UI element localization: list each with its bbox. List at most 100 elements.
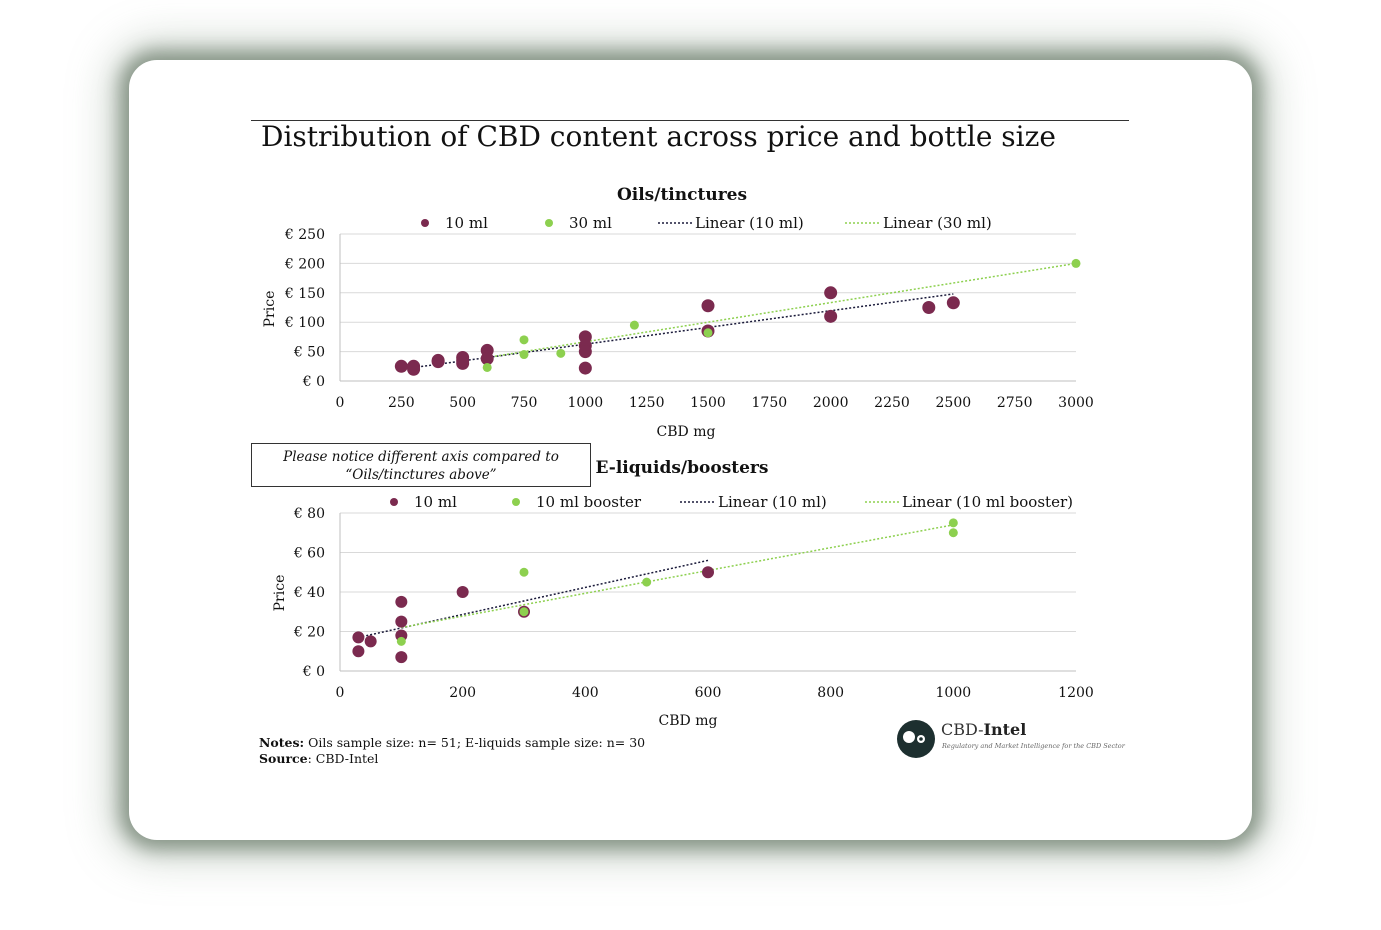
- axis-notice-box: Please notice different axis compared to…: [251, 443, 591, 487]
- data-point: [948, 518, 958, 528]
- legend-eliquids: 10 ml 10 ml booster Linear (10 ml) Linea…: [390, 493, 1073, 511]
- data-point: [556, 348, 566, 358]
- legend-oils: 10 ml 30 ml Linear (10 ml) Linear (30 ml…: [421, 214, 992, 232]
- plot-area-oils: € 0 € 50 € 100 € 150 € 200 € 250 0 250 500 750 100…: [284, 227, 1094, 411]
- data-point: [703, 328, 713, 338]
- data-point: [352, 631, 365, 644]
- x-tick-label: 1000: [936, 685, 972, 701]
- x-tick-label: 2750: [997, 395, 1033, 411]
- logo-name-part2: Intel: [983, 720, 1027, 739]
- page-title: Distribution of CBD content across price…: [261, 120, 1056, 153]
- notes-text: Oils sample size: n= 51; E-liquids sampl…: [304, 735, 646, 750]
- legend-label-linear-10ml: Linear (10 ml): [695, 214, 804, 232]
- notes-label: Notes:: [259, 735, 305, 750]
- y-tick-label: € 20: [293, 625, 325, 641]
- y-tick-label: € 50: [293, 345, 325, 361]
- x-tick-label: 750: [511, 395, 538, 411]
- data-point: [480, 352, 494, 366]
- source-line: Source: CBD-Intel: [259, 751, 645, 767]
- data-point: [519, 607, 529, 617]
- legend-marker-booster: [512, 498, 520, 506]
- y-tick-label: € 40: [293, 585, 325, 601]
- cbd-intel-logo: CBD-Intel Regulatory and Market Intellig…: [896, 718, 1126, 760]
- x-tick-label: 1000: [568, 395, 604, 411]
- data-point: [824, 286, 838, 300]
- data-point: [395, 651, 408, 664]
- x-tick-label: 600: [695, 685, 722, 701]
- notice-line-1: Please notice different axis compared to: [283, 449, 559, 465]
- data-point: [456, 586, 469, 598]
- x-tick-label: 800: [817, 685, 844, 701]
- data-point: [629, 320, 639, 330]
- legend-marker-10ml: [390, 498, 398, 506]
- data-point: [642, 577, 652, 587]
- notes-block: Notes: Oils sample size: n= 51; E-liquid…: [259, 735, 645, 767]
- data-point: [1071, 258, 1081, 268]
- legend-label-linear-booster: Linear (10 ml booster): [902, 493, 1073, 511]
- x-tick-label: 400: [572, 685, 599, 701]
- trendline: [401, 524, 954, 629]
- logo-mark-icon: [897, 720, 935, 758]
- x-axis-label-oils: CBD mg: [657, 424, 716, 440]
- x-tick-label: 500: [449, 395, 476, 411]
- legend-marker-10ml: [421, 219, 429, 227]
- data-point: [395, 595, 408, 608]
- data-point: [352, 645, 365, 658]
- data-point: [407, 362, 421, 376]
- notes-line: Notes: Oils sample size: n= 51; E-liquid…: [259, 735, 645, 751]
- source-text: : CBD-Intel: [307, 751, 379, 766]
- legend-label-30ml: 30 ml: [569, 214, 612, 232]
- x-tick-label: 2000: [813, 395, 849, 411]
- data-point: [578, 345, 592, 359]
- data-point: [922, 301, 936, 314]
- data-point: [364, 635, 377, 648]
- data-point: [456, 356, 470, 370]
- x-tick-label: 0: [336, 395, 345, 411]
- chart-eliquids: E-liquids/boosters 10 ml 10 ml booster L…: [272, 458, 1094, 729]
- data-point: [396, 636, 406, 646]
- y-tick-label: € 150: [284, 286, 325, 302]
- data-point: [824, 309, 838, 323]
- data-point: [519, 350, 529, 360]
- y-tick-label: € 100: [284, 315, 325, 331]
- y-axis-label-eliquids: Price: [272, 575, 288, 612]
- y-tick-label: € 200: [284, 256, 325, 272]
- notice-line-2: “Oils/tinctures above”: [345, 467, 497, 483]
- x-tick-label: 0: [336, 685, 345, 701]
- x-tick-label: 3000: [1058, 395, 1094, 411]
- data-point: [519, 567, 529, 577]
- source-label: Source: [259, 751, 308, 766]
- data-point: [394, 359, 408, 373]
- data-point: [701, 299, 715, 313]
- plot-area-eliquids: € 0 € 20 € 40 € 60 € 80 0 200 400 600 800 1000 1200: [293, 506, 1094, 701]
- data-point: [946, 296, 960, 310]
- x-tick-label: 2250: [874, 395, 910, 411]
- data-point: [431, 355, 445, 369]
- data-point: [395, 615, 408, 628]
- legend-label-10ml: 10 ml: [445, 214, 488, 232]
- y-tick-label: € 80: [293, 506, 325, 522]
- y-axis-label-oils: Price: [262, 291, 278, 328]
- chart-title-eliquids: E-liquids/boosters: [596, 458, 769, 478]
- trendline: [487, 262, 1077, 359]
- data-point: [578, 361, 592, 375]
- logo-name: CBD-Intel: [941, 720, 1026, 739]
- y-tick-label: € 0: [302, 664, 325, 680]
- y-tick-label: € 250: [284, 227, 325, 243]
- logo-name-part1: CBD-: [941, 720, 984, 739]
- data-point: [948, 528, 958, 538]
- x-tick-label: 1750: [752, 395, 788, 411]
- chart-title-oils: Oils/tinctures: [617, 185, 747, 205]
- x-tick-label: 1250: [629, 395, 665, 411]
- x-axis-label-eliquids: CBD mg: [659, 713, 718, 729]
- y-tick-label: € 0: [302, 374, 325, 390]
- data-point: [702, 566, 714, 579]
- x-tick-label: 1500: [690, 395, 726, 411]
- legend-label-booster: 10 ml booster: [536, 493, 642, 511]
- x-tick-label: 2500: [936, 395, 972, 411]
- chart-oils: Oils/tinctures 10 ml 30 ml Linear (10 ml…: [262, 185, 1094, 440]
- legend-marker-30ml: [545, 219, 553, 227]
- x-tick-label: 1200: [1058, 685, 1094, 701]
- legend-label-10ml: 10 ml: [414, 493, 457, 511]
- legend-label-linear-30ml: Linear (30 ml): [883, 214, 992, 232]
